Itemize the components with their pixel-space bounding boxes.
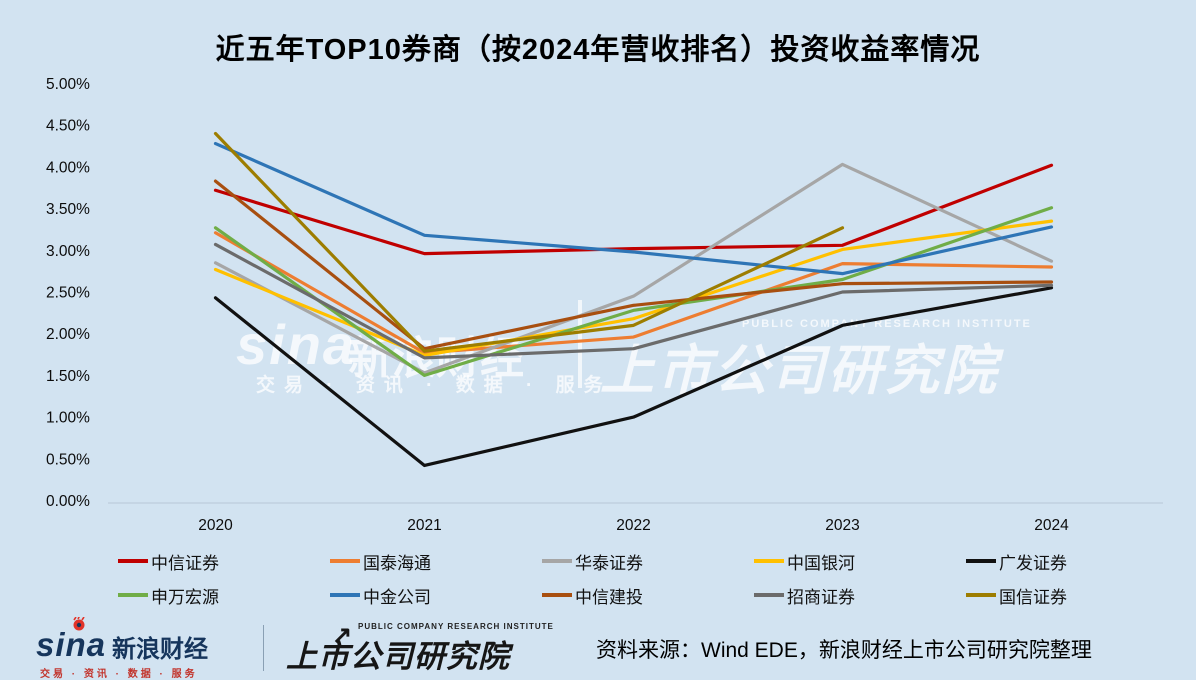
legend-swatch <box>966 593 996 597</box>
y-tick-label: 0.50% <box>46 451 90 468</box>
series-line-招商证券 <box>213 242 1054 360</box>
watermark-divider <box>578 300 582 388</box>
y-tick-label: 1.00% <box>46 410 90 427</box>
institute-logo-en: PUBLIC COMPANY RESEARCH INSTITUTE <box>358 622 554 631</box>
legend-swatch <box>754 593 784 597</box>
legend-item-华泰证券: 华泰证券 <box>542 549 754 573</box>
x-tick-label: 2023 <box>825 517 859 534</box>
chart-area: sina 新浪财经 交易 · 资讯 · 数据 · 服务 PUBLIC COMPA… <box>46 76 1163 534</box>
legend-swatch <box>542 593 572 597</box>
chart-legend: 中信证券 国泰海通 华泰证券 中国银河 广发证券申万宏源 中金公司 中信建投 招商证券 国信证券 <box>118 549 1178 607</box>
legend-swatch <box>542 559 572 563</box>
legend-item-招商证券: 招商证券 <box>754 583 966 607</box>
legend-label: 中国银河 <box>787 553 855 573</box>
y-tick-label: 4.50% <box>46 118 90 135</box>
watermark-institute: 上市公司研究院 <box>600 341 999 401</box>
x-tick-label: 2021 <box>407 517 441 534</box>
series-line-华泰证券 <box>213 162 1054 375</box>
series-line-广发证券 <box>213 286 1054 468</box>
y-tick-label: 3.00% <box>46 243 90 260</box>
legend-item-中信建投: 中信建投 <box>542 583 754 607</box>
y-tick-label: 5.00% <box>46 76 90 93</box>
legend-swatch <box>754 559 784 563</box>
series-line-中信证券 <box>213 163 1054 256</box>
series-line-申万宏源 <box>213 206 1054 377</box>
legend-item-广发证券: 广发证券 <box>966 549 1178 573</box>
x-tick-label: 2022 <box>616 517 650 534</box>
legend-swatch <box>330 559 360 563</box>
sina-logo: sina 新浪财经 交易 · 资讯 · 数据 · 服务 <box>36 617 209 680</box>
legend-item-中国银河: 中国银河 <box>754 549 966 573</box>
y-tick-label: 3.50% <box>46 201 90 218</box>
sina-eye-icon <box>73 617 85 631</box>
legend-item-中信证券: 中信证券 <box>118 549 330 573</box>
legend-label: 中信证券 <box>151 553 219 573</box>
watermark-sina-logo: sina <box>236 313 357 376</box>
series-line-中信建投 <box>213 179 1054 351</box>
line-chart: 5.00% 4.50% 4.00% 3.50% 3.00% 2.50% 2.00% 1.50%… <box>46 76 1163 534</box>
sina-logo-text: sina <box>36 626 107 663</box>
legend-item-国信证券: 国信证券 <box>966 583 1178 607</box>
legend-label: 中信建投 <box>575 587 643 607</box>
series-line-国信证券 <box>213 131 845 353</box>
institute-logo-text: 上市公司研究院 <box>286 639 510 674</box>
legend-item-申万宏源: 申万宏源 <box>118 583 330 607</box>
legend-swatch <box>330 593 360 597</box>
series-line-中金公司 <box>213 141 1054 276</box>
y-tick-label: 2.50% <box>46 285 90 302</box>
watermark-tagline: 交易 · 资讯 · 数据 · 服务 <box>256 375 612 396</box>
institute-logo: PUBLIC COMPANY RESEARCH INSTITUTE 上市公司研究… <box>286 622 554 676</box>
legend-label: 华泰证券 <box>575 553 643 573</box>
arrow-icon: ↗ <box>332 622 353 649</box>
legend-swatch <box>118 593 148 597</box>
legend-label: 广发证券 <box>999 553 1067 573</box>
footer: sina 新浪财经 交易 · 资讯 · 数据 · 服务 PUBLIC COMPA… <box>0 617 1196 680</box>
y-tick-label: 2.00% <box>46 326 90 343</box>
footer-divider <box>263 625 264 671</box>
sina-finance-text: 新浪财经 <box>112 636 209 663</box>
chart-title: 近五年TOP10券商（按2024年营收排名）投资收益率情况 <box>215 34 981 66</box>
legend-swatch <box>118 559 148 563</box>
series-line-国泰海通 <box>213 231 1054 355</box>
data-source-text: 资料来源：Wind EDE，新浪财经上市公司研究院整理 <box>596 639 1092 662</box>
legend-swatch <box>966 559 996 563</box>
legend-label: 招商证券 <box>787 587 855 607</box>
legend-item-中金公司: 中金公司 <box>330 583 542 607</box>
y-tick-label: 1.50% <box>46 368 90 385</box>
legend-label: 国信证券 <box>999 587 1067 607</box>
legend-label: 申万宏源 <box>151 587 219 607</box>
legend-label: 国泰海通 <box>363 553 431 573</box>
x-tick-label: 2020 <box>198 517 233 534</box>
x-tick-label: 2024 <box>1034 517 1069 534</box>
y-tick-label: 4.00% <box>46 159 90 176</box>
sina-tagline: 交易 · 资讯 · 数据 · 服务 <box>40 669 198 680</box>
watermark-institute-en: PUBLIC COMPANY RESEARCH INSTITUTE <box>742 318 1032 330</box>
y-tick-label: 0.00% <box>46 493 90 510</box>
legend-item-国泰海通: 国泰海通 <box>330 549 542 573</box>
legend-label: 中金公司 <box>363 587 431 607</box>
